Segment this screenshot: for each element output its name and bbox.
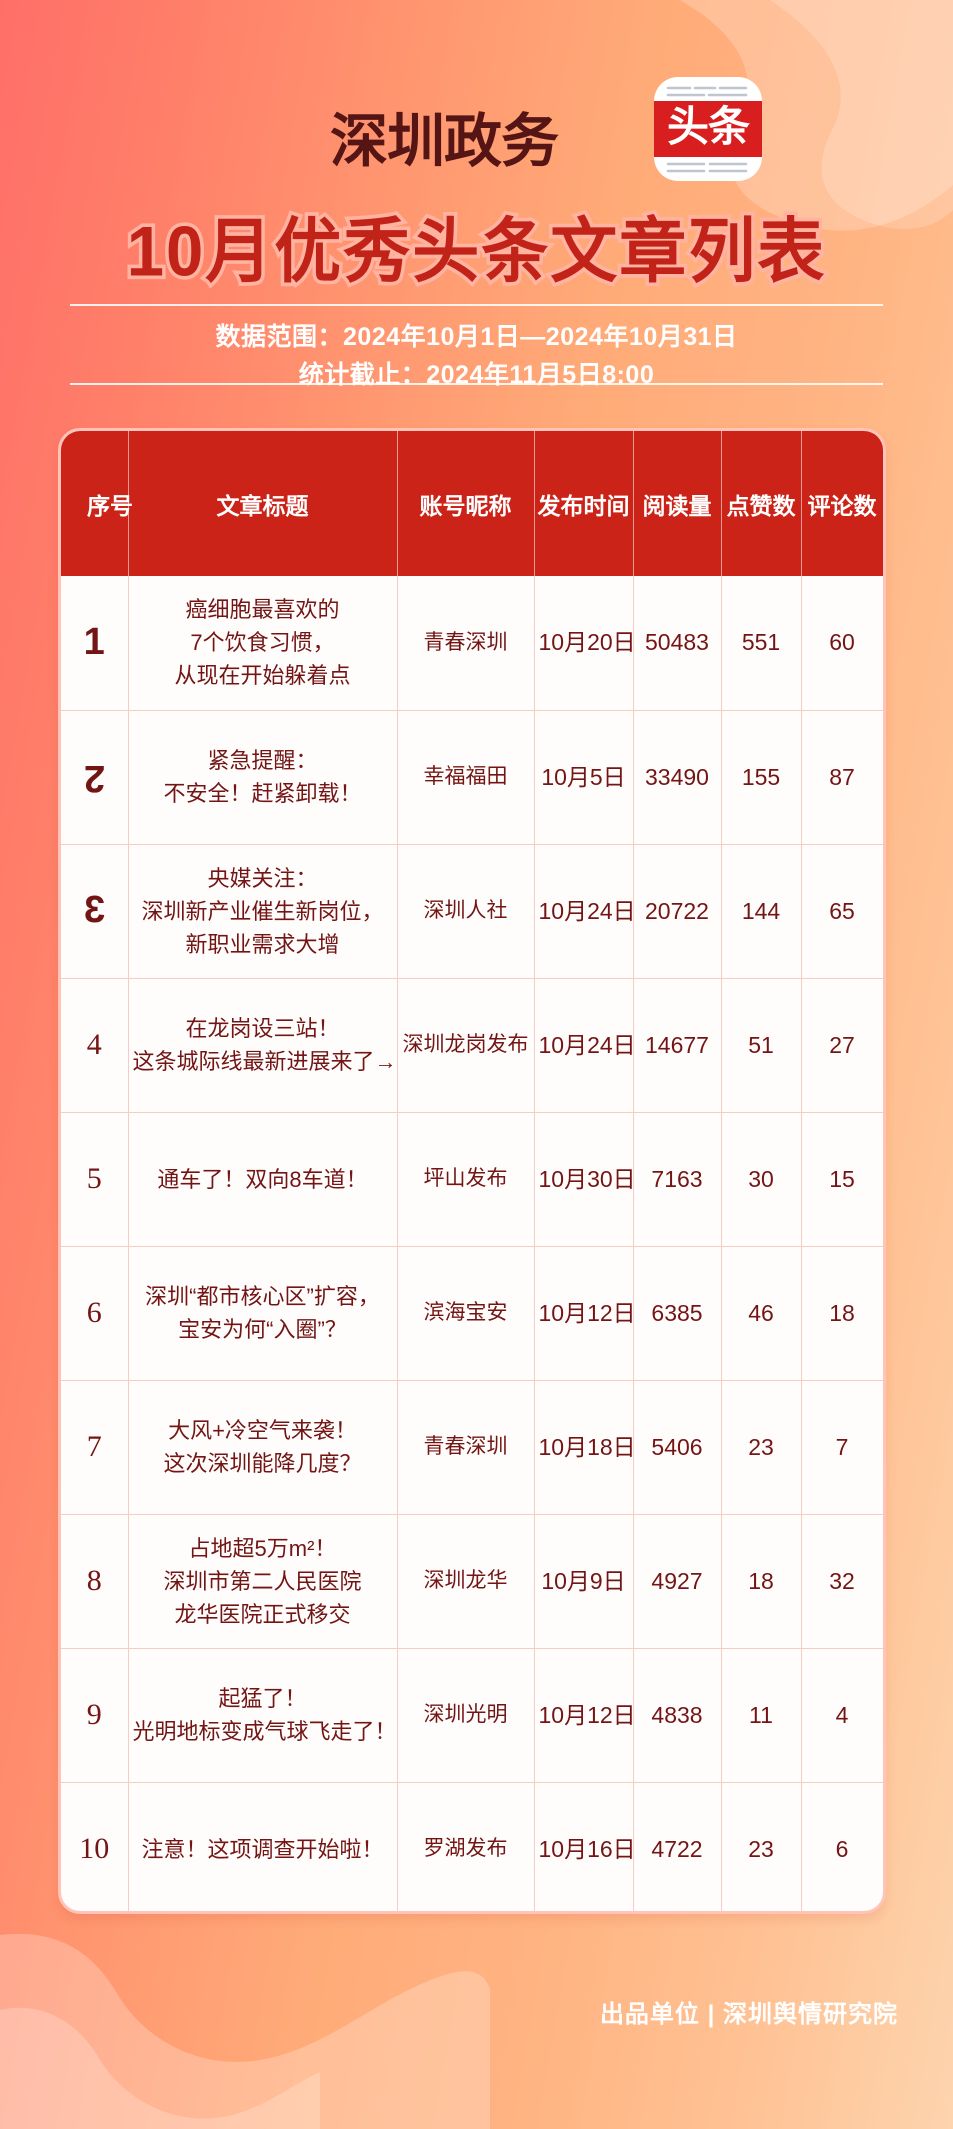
svg-text:头条: 头条 <box>667 103 750 150</box>
